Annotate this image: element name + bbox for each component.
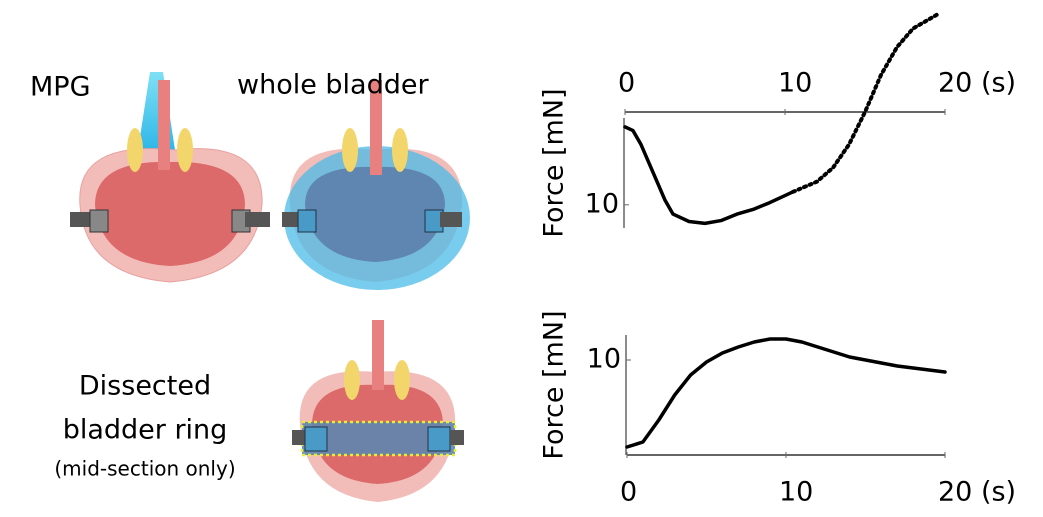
x-tick-label: 20 (s)	[938, 477, 1016, 508]
ring-note: (mid-section only)	[54, 457, 235, 481]
x-tick-label: 20 (s)	[938, 68, 1016, 99]
ring-illustration	[292, 320, 464, 502]
whole-label: whole bladder	[237, 70, 429, 101]
x-tick-label: 10	[779, 477, 813, 508]
y-tick-label: 10	[587, 344, 621, 375]
force-trace	[625, 337, 947, 449]
whole-bladder-illustration	[282, 80, 470, 290]
ring-label: bladder ring	[63, 415, 228, 446]
ring-label: Dissected	[79, 371, 211, 402]
y-axis-label: Force [mN]	[539, 88, 570, 237]
force-trace	[623, 125, 795, 226]
y-axis-label: Force [mN]	[539, 310, 570, 459]
mpg-illustration	[70, 72, 270, 283]
x-tick-label: 0	[618, 68, 635, 99]
x-tick-label: 10	[778, 68, 812, 99]
force-trace	[791, 12, 939, 194]
mpg-label: MPG	[30, 72, 91, 103]
x-tick-label: 0	[620, 477, 637, 508]
y-tick-label: 10	[585, 188, 619, 219]
